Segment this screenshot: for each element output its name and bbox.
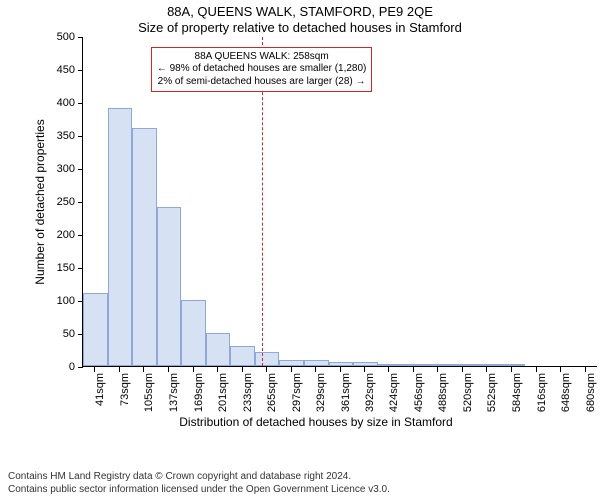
- histogram-bar: [476, 364, 501, 366]
- plot-area: 05010015020025030035040045050088A QUEENS…: [82, 37, 597, 367]
- histogram-bar: [108, 108, 133, 365]
- x-tick: [560, 367, 561, 372]
- histogram-bar: [157, 207, 182, 365]
- x-tick-label: 680sqm: [585, 372, 597, 411]
- y-tick-label: 100: [57, 295, 75, 307]
- x-tick: [217, 367, 218, 372]
- histogram-bar: [83, 293, 108, 366]
- x-tick: [168, 367, 169, 372]
- x-tick: [536, 367, 537, 372]
- x-tick-label: 73sqm: [119, 372, 131, 405]
- x-tick: [486, 367, 487, 372]
- y-tick-label: 150: [57, 262, 75, 274]
- x-tick: [437, 367, 438, 372]
- histogram-bar: [402, 364, 427, 366]
- y-tick-label: 350: [57, 130, 75, 142]
- histogram-bar: [255, 352, 280, 365]
- y-tick-label: 450: [57, 64, 75, 76]
- x-tick-label: 488sqm: [437, 372, 449, 411]
- y-tick: [78, 136, 83, 137]
- x-tick: [388, 367, 389, 372]
- x-tick-label: 552sqm: [486, 372, 498, 411]
- x-tick: [94, 367, 95, 372]
- x-tick-label: 616sqm: [536, 372, 548, 411]
- y-tick: [78, 169, 83, 170]
- chart-titles: 88A, QUEENS WALK, STAMFORD, PE9 2QE Size…: [0, 0, 600, 37]
- histogram-bar: [353, 362, 378, 366]
- x-tick: [315, 367, 316, 372]
- x-tick: [242, 367, 243, 372]
- x-tick-label: 297sqm: [291, 372, 303, 411]
- x-tick: [119, 367, 120, 372]
- y-tick-label: 400: [57, 97, 75, 109]
- title-sub: Size of property relative to detached ho…: [0, 20, 600, 36]
- y-tick-label: 250: [57, 196, 75, 208]
- x-tick: [462, 367, 463, 372]
- title-main: 88A, QUEENS WALK, STAMFORD, PE9 2QE: [0, 4, 600, 20]
- histogram-bar: [132, 128, 157, 366]
- histogram-bar: [304, 360, 329, 365]
- x-tick-label: 361sqm: [340, 372, 352, 411]
- y-tick-label: 300: [57, 163, 75, 175]
- x-tick-label: 648sqm: [560, 372, 572, 411]
- y-tick: [78, 202, 83, 203]
- x-tick: [364, 367, 365, 372]
- histogram-bar: [427, 364, 452, 366]
- x-tick-label: 201sqm: [217, 372, 229, 411]
- y-tick: [78, 37, 83, 38]
- histogram-bar: [230, 346, 255, 366]
- y-axis-label: Number of detached properties: [33, 119, 47, 284]
- y-tick-label: 200: [57, 229, 75, 241]
- y-tick: [78, 268, 83, 269]
- x-tick: [413, 367, 414, 372]
- x-tick-label: 41sqm: [94, 372, 106, 405]
- x-tick: [193, 367, 194, 372]
- x-tick-label: 265sqm: [266, 372, 278, 411]
- footer: Contains HM Land Registry data © Crown c…: [0, 467, 398, 498]
- x-tick-label: 392sqm: [364, 372, 376, 411]
- x-tick: [266, 367, 267, 372]
- histogram-bar: [451, 364, 476, 366]
- annotation-line: 2% of semi-detached houses are larger (2…: [157, 76, 367, 89]
- x-tick-label: 105sqm: [143, 372, 155, 411]
- footer-line-2: Contains public sector information licen…: [8, 484, 390, 497]
- x-tick-label: 584sqm: [511, 372, 523, 411]
- x-tick: [143, 367, 144, 372]
- y-tick-label: 50: [63, 328, 75, 340]
- y-tick-label: 0: [69, 361, 75, 373]
- x-tick-label: 456sqm: [413, 372, 425, 411]
- x-tick: [340, 367, 341, 372]
- x-axis-label: Distribution of detached houses by size …: [32, 415, 600, 429]
- histogram-bar: [206, 333, 231, 366]
- x-tick-label: 233sqm: [242, 372, 254, 411]
- annotation-line: 88A QUEENS WALK: 258sqm: [157, 51, 367, 64]
- footer-line-1: Contains HM Land Registry data © Crown c…: [8, 471, 390, 484]
- x-tick: [511, 367, 512, 372]
- y-tick: [78, 103, 83, 104]
- histogram-bar: [279, 360, 304, 365]
- x-tick-label: 137sqm: [168, 372, 180, 411]
- x-tick: [585, 367, 586, 372]
- x-tick: [291, 367, 292, 372]
- annotation-line: ← 98% of detached houses are smaller (1,…: [157, 63, 367, 76]
- y-tick: [78, 235, 83, 236]
- histogram-bar: [501, 364, 526, 366]
- histogram-bar: [181, 300, 206, 366]
- annotation-box: 88A QUEENS WALK: 258sqm← 98% of detached…: [151, 47, 373, 93]
- x-tick-label: 424sqm: [388, 372, 400, 411]
- histogram-bar: [329, 362, 354, 366]
- x-tick-label: 520sqm: [462, 372, 474, 411]
- y-tick-label: 500: [57, 31, 75, 43]
- histogram-bar: [378, 364, 403, 366]
- y-tick: [78, 70, 83, 71]
- x-tick-label: 329sqm: [315, 372, 327, 411]
- x-tick-label: 169sqm: [193, 372, 205, 411]
- chart-area: Number of detached properties 0501001502…: [32, 37, 600, 429]
- y-tick: [78, 367, 83, 368]
